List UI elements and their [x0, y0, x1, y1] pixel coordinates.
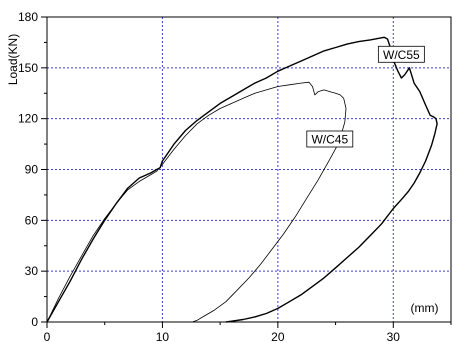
grid-lines [47, 17, 451, 322]
annotation-2: W/C45 [306, 130, 354, 148]
y-tick-label: 0 [31, 315, 38, 329]
annotation-label: W/C45 [311, 133, 348, 147]
tick-labels: 0 10 20 30 0 30 60 90 120 150 180 [18, 10, 400, 343]
annotation-label: W/C55 [383, 48, 420, 62]
annotation-1: W/C55 [377, 45, 425, 63]
series-layer [46, 36, 438, 323]
y-tick-label: 150 [18, 61, 38, 75]
y-tick-label: 90 [25, 163, 39, 177]
y-axis-title: Load(KN) [6, 34, 20, 85]
x-tick-label: 10 [156, 330, 170, 343]
x-tick-label: 30 [387, 330, 401, 343]
y-tick-label: 120 [18, 112, 38, 126]
annotation-box [306, 130, 354, 148]
y-tick-label: 30 [25, 264, 39, 278]
x-tick-label: 0 [44, 330, 51, 343]
tick-marks [41, 16, 452, 328]
annotation-box [377, 45, 425, 63]
series-line-1 [46, 36, 438, 323]
y-tick-label: 180 [18, 10, 38, 24]
annotations: W/C55 W/C45 [306, 45, 425, 148]
y-tick-label: 60 [25, 213, 39, 227]
x-axis-unit-note: (mm) [410, 301, 438, 315]
x-tick-label: 20 [271, 330, 285, 343]
series-line-2 [46, 81, 347, 323]
